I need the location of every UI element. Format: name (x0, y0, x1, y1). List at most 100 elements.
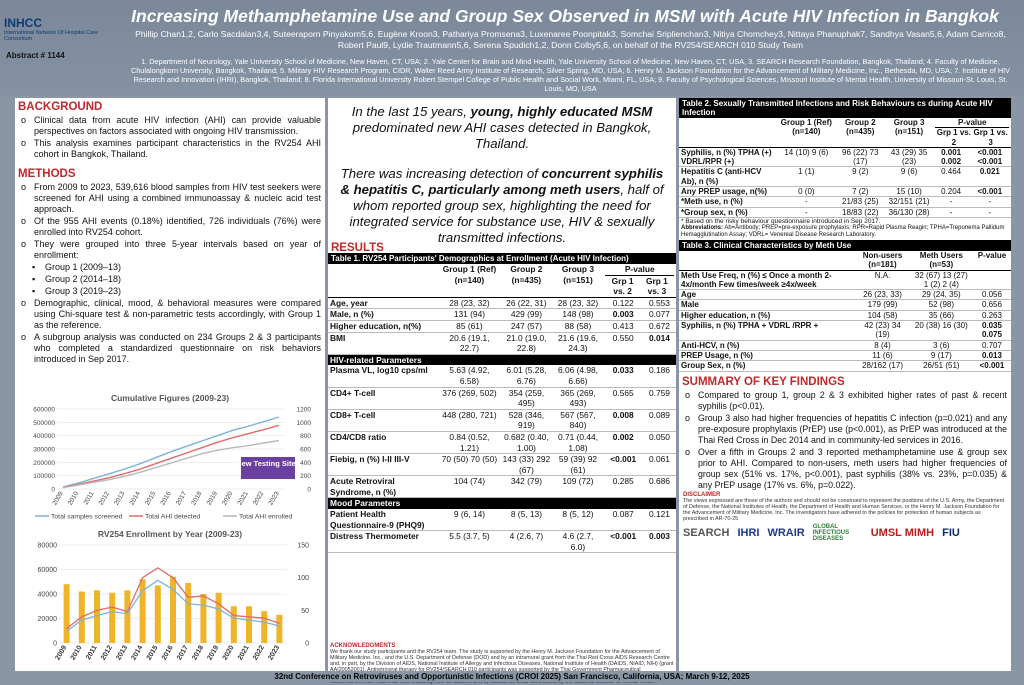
pvalue-subheader: Grp 1 vs. 2 (611, 275, 634, 297)
methods-list: From 2009 to 2023, 539,616 blood samples… (15, 182, 325, 365)
table-cell: 9 (2) (852, 167, 869, 177)
table-row: PREP Usage, n (%) 11 (6) 9 (17) 0.013 (679, 350, 1011, 361)
table-row: Higher education, n(%) 85 (61) 247 (57) 88 … (328, 320, 676, 333)
pvalue-header: P-value (605, 264, 674, 276)
table-cell: 9 (6, 14) (453, 509, 486, 520)
table-cell: 59 (39) 92 (61) (558, 454, 598, 475)
row-label: Age, year (330, 297, 368, 308)
table-cell: 43 (29) 35 (23) (890, 147, 928, 167)
table-row: Group Sex, n (%) 28/162 (17) 26/51 (51) <0.… (679, 361, 1011, 372)
row-label: Patient Health Questionnaire-9 (PHQ9) (330, 509, 425, 530)
table-row: Syphilis, n (%) TPHA + VDRL /RPR + 42 (23… (679, 321, 1011, 341)
table2-title: Table 2. Sexually Transmitted Infections… (679, 98, 1011, 118)
table3-title: Table 3. Clinical Characteristics by Met… (679, 239, 1011, 251)
y-tick-label: 20000 (38, 616, 58, 623)
table-row: *Group sex, n (%) - 18/83 (22) 36/130 (28) -… (679, 207, 1011, 218)
table-cell: 365 (269, 493) (560, 387, 596, 409)
table-cell: 1 (1) (798, 167, 815, 177)
table-cell: 247 (57) (510, 320, 543, 331)
p-value: <0.001 <0.001 (977, 147, 1003, 167)
table-row: Patient Health Questionnaire-9 (PHQ9) 9 (… (328, 509, 676, 531)
table-cell: 29 (24, 35) (921, 290, 961, 300)
authors: Phillip Chan1,2, Carlo Sacdalan3,4, Sute… (135, 29, 1006, 50)
table-cell: - (805, 207, 808, 217)
p-value: 0.035 0.075 (981, 321, 1002, 340)
table-header-row: Group 1 (Ref) (n=140) Group 2 (n=435) Grou… (328, 264, 676, 298)
p-value: 0.021 (979, 167, 1000, 177)
table-cell: 70 (50) 70 (50) (441, 454, 498, 465)
header-cell (679, 251, 855, 270)
row-label: Anti-HCV, n (%) (681, 340, 740, 350)
list-item: Group 3 (2019–23) (19, 286, 321, 297)
p-value: 0.033 (612, 365, 634, 376)
row-label: PREP Usage, n (%) (681, 350, 753, 360)
series-line (66, 567, 280, 630)
legend-label: Total samples screened (51, 514, 123, 521)
summary-heading: SUMMARY OF KEY FINDINGS (682, 375, 845, 388)
p-value: <0.001 (977, 187, 1003, 197)
row-label: *Meth use, n (%) (681, 197, 743, 207)
table-cell: 20 (38) 16 (30) (914, 321, 968, 331)
text: concurrent syphilis & hepatitis C, parti… (340, 166, 664, 197)
table-cell: - (805, 197, 808, 207)
p-value: 0.263 (981, 310, 1002, 320)
table2: Group 1 (Ref) (n=140) Group 2 (n=435) Grou… (679, 118, 1011, 218)
sponsor-logo: IHRI (737, 526, 760, 539)
x-tick-label: 2011 (85, 644, 99, 661)
bar (139, 579, 146, 643)
row-label: CD4+ T-cell (330, 387, 376, 398)
row-label: Meth Use Freq, n (%) ≤ Once a month 2-4x… (681, 270, 832, 289)
header-cell: Group 3 (n=151) (893, 118, 925, 137)
table-row: Age, year 28 (23, 32) 26 (22, 31) 28 (23, 3… (328, 297, 676, 309)
p-value: 0.122 (612, 297, 634, 308)
table-cell: 0.84 (0.52, 1.21) (449, 431, 490, 453)
list-item: From 2009 to 2023, 539,616 blood samples… (19, 182, 321, 215)
list-item: Group 2 (2014–18) (19, 274, 321, 285)
table-row: Age 26 (23, 33) 29 (24, 35) 0.056 (679, 290, 1011, 300)
header-cell: Group 3 (n=151) (561, 264, 595, 285)
p-value: 0.204 (941, 187, 962, 197)
bar (94, 590, 100, 643)
header-cell: P-value (977, 250, 1007, 260)
key-message: In the last 15 years, young, highly educ… (328, 98, 676, 252)
header-cell: Group 2 (n=435) (510, 264, 543, 285)
y-right-tick-label: 150 (297, 543, 309, 550)
x-tick-label: 2013 (115, 644, 129, 661)
new-testing-sites-box (241, 457, 295, 479)
p-value: 0.686 (648, 476, 670, 487)
y-tick-label: 80000 (38, 543, 58, 550)
header-cell: Group 1 (Ref) (n=140) (442, 264, 497, 285)
table-cell: 376 (269, 502) (442, 387, 497, 398)
table-cell: 8 (4) (874, 340, 891, 350)
x-tick-label: 2023 (267, 490, 280, 506)
table-cell: 109 (72) (562, 476, 594, 487)
x-tick-label: 2017 (176, 644, 190, 661)
background-list: Clinical data from acute HIV infection (… (15, 115, 325, 160)
table-cell: 9 (17) (930, 350, 952, 360)
list-item: This analysis examines participant chara… (19, 138, 321, 160)
sponsor-logo: GLOBAL INFECTIOUS DISEASES (812, 523, 850, 542)
pvalue-header: P-value (935, 118, 1009, 129)
table-row: CD8+ T-cell 448 (280, 721) 528 (346, 919) 5… (328, 409, 676, 432)
y-tick-label: 400000 (33, 433, 55, 440)
p-value: 0.002 (612, 431, 634, 442)
column-right: Table 2. Sexually Transmitted Infections… (679, 98, 1011, 671)
table-cell: 36/130 (28) (888, 207, 930, 217)
p-value: 0.077 (648, 309, 670, 320)
sponsor-logo: FIU (942, 526, 960, 539)
x-tick-label: 2019 (206, 490, 219, 506)
logo-sub: International Network Of Hospital Care C… (4, 30, 99, 42)
table1: Group 1 (Ref) (n=140) Group 2 (n=435) Grou… (328, 264, 676, 553)
p-value: 0.707 (981, 340, 1002, 350)
table-row: Fiebig, n (%) I-II III-V 70 (50) 70 (50) 1… (328, 454, 676, 476)
table-cell: 5.63 (4.92, 6.58) (449, 365, 490, 386)
list-item: Clinical data from acute HIV infection (… (19, 115, 321, 137)
p-value: 0.061 (648, 454, 670, 465)
table-row: Any PREP usage, n(%) 0 (0) 7 (2) 15 (10) 0.2… (679, 187, 1011, 197)
bar (170, 576, 176, 643)
table1-title: Table 1. RV254 Participants' Demographic… (328, 253, 676, 264)
x-tick-label: 2012 (98, 490, 111, 506)
table-cell: 4 (2.6, 7) (509, 531, 544, 542)
row-label: Plasma VL, log10 cps/ml (330, 365, 428, 376)
p-value: - (988, 197, 992, 207)
